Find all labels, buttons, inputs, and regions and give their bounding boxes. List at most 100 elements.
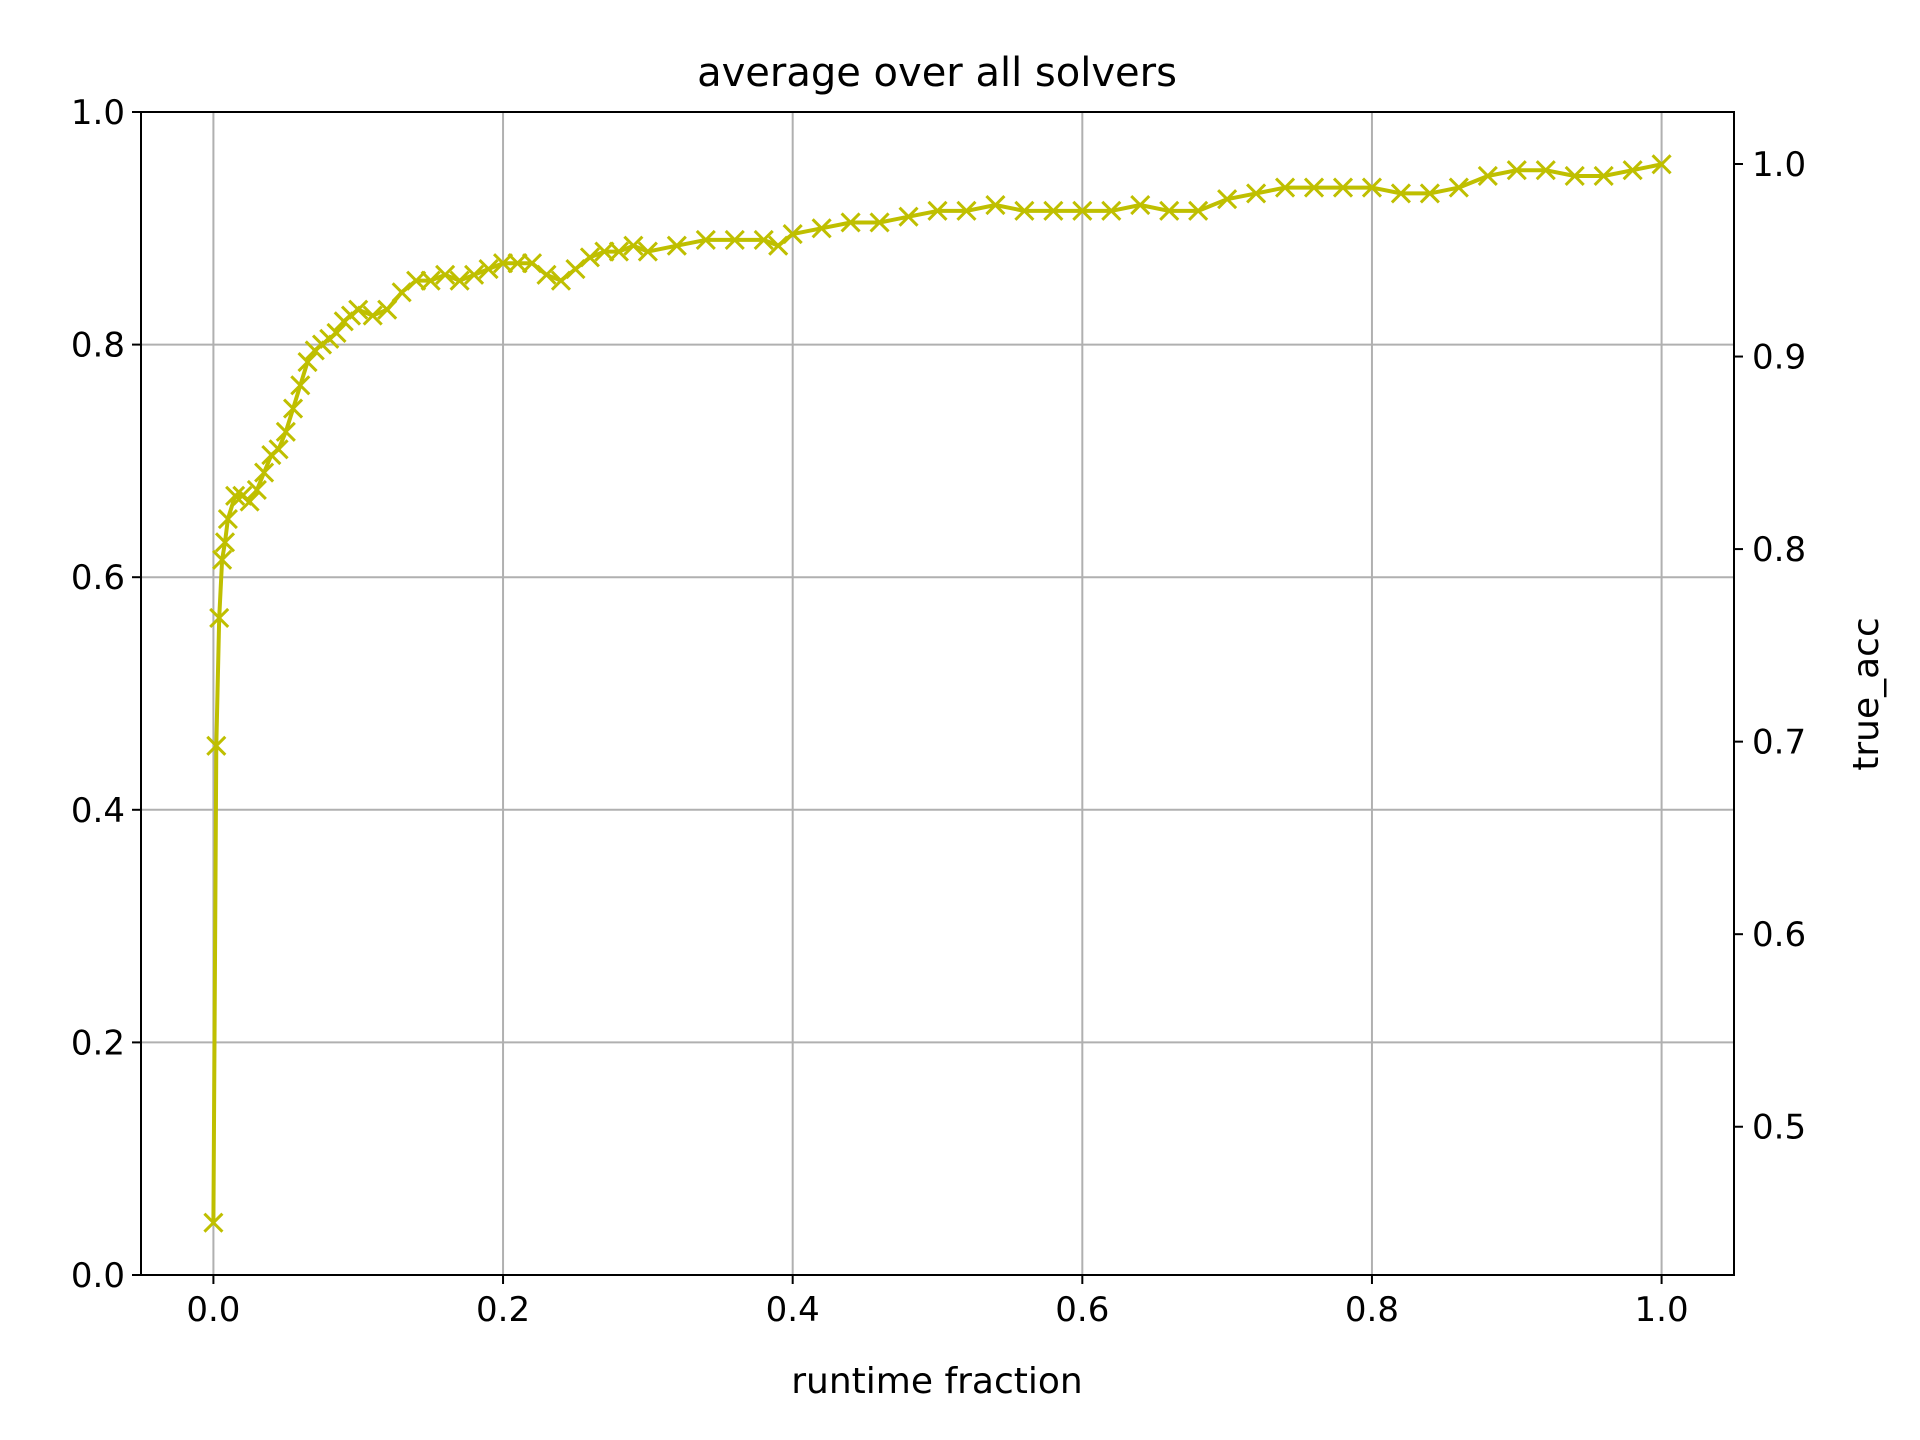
data-point-marker [326,322,347,344]
data-point-marker [1014,200,1035,221]
data-point-marker [695,229,716,250]
right-y-axis-ticks: 0.5 0.6 0.7 0.8 0.9 1.0 [1734,145,1806,1148]
right-y-tick-label: 1.0 [1752,145,1806,185]
data-point-marker [254,462,275,483]
data-point-marker [1217,189,1238,210]
data-point-marker [275,421,296,442]
data-point-marker [406,270,427,291]
data-point-marker [637,241,658,262]
y-tick-label: 0.4 [71,791,125,831]
data-point-marker [1593,165,1614,187]
y-tick-label: 1.0 [71,93,125,133]
data-point-marker [1332,177,1354,198]
right-y-tick-label: 0.5 [1752,1108,1806,1148]
data-point-marker [246,479,267,501]
data-point-marker [1419,183,1440,204]
x-axis-label: runtime fraction [791,1361,1083,1402]
x-tick-label: 1.0 [1635,1290,1689,1330]
data-point-marker [1130,194,1151,216]
right-y-axis-label: true_acc [1846,617,1887,771]
data-point-marker [507,253,528,274]
x-axis-ticks: 0.0 0.2 0.4 0.6 0.8 1.0 [186,1275,1689,1330]
data-point-marker [464,264,485,285]
data-point-marker [348,299,369,320]
data-point-marker [420,270,441,291]
data-point-marker [209,607,230,628]
data-point-marker [1303,177,1325,198]
data-point-marker [521,253,543,274]
data-point-marker [594,241,615,262]
data-point-marker [782,224,803,245]
grid-lines [141,111,1734,1276]
x-tick-label: 0.8 [1345,1290,1399,1330]
right-y-tick-label: 0.8 [1752,530,1806,570]
data-point-marker [362,305,383,326]
chart-title: average over all solvers [697,50,1177,96]
series-layer [203,154,1672,1233]
series-line [211,162,1662,1223]
data-point-marker [724,229,745,250]
data-point-marker [869,212,890,233]
data-point-marker [1043,200,1064,221]
x-tick-label: 0.6 [1055,1290,1109,1330]
data-point-marker [985,194,1006,216]
data-point-marker [1535,160,1556,181]
y-tick-label: 0.0 [71,1256,125,1296]
data-point-marker [1159,200,1180,221]
data-point-marker [214,532,236,553]
data-point-marker [1101,200,1122,221]
x-tick-label: 0.4 [766,1290,820,1330]
data-point-marker [898,206,919,227]
y-axis-ticks: 0.0 0.2 0.4 0.6 0.8 1.0 [71,93,141,1296]
data-point-marker [290,375,311,396]
right-y-tick-label: 0.6 [1752,915,1806,955]
data-point-marker [753,229,774,250]
data-point-marker [1246,183,1267,204]
data-point-marker [1188,200,1209,221]
data-point-marker [377,299,398,320]
right-y-tick-label: 0.7 [1752,723,1806,763]
x-tick-label: 0.2 [476,1290,530,1330]
data-point-marker [1390,183,1411,204]
data-point-marker [203,1212,224,1233]
data-point-marker [608,241,629,262]
data-point-marker [297,351,318,373]
data-point-marker [478,258,499,280]
y-tick-label: 0.8 [71,326,125,366]
data-point-marker [565,258,586,280]
data-point-marker [840,212,861,233]
data-point-marker [1564,165,1585,187]
data-point-marker [212,549,233,570]
data-point-marker [1361,177,1383,198]
data-point-marker [1651,154,1672,175]
y-tick-label: 0.2 [71,1023,125,1063]
y-tick-label: 0.6 [71,558,125,598]
data-point-marker [206,735,227,756]
data-point-marker [1622,160,1643,181]
data-point-marker [579,247,600,268]
data-point-marker [768,235,789,256]
data-point-marker [435,264,456,285]
data-point-marker [449,270,470,291]
data-point-marker [666,235,687,256]
data-point-marker [927,200,948,221]
plot-frame [140,111,1735,1276]
x-tick-label: 0.0 [186,1290,240,1330]
data-point-marker [1072,200,1093,221]
data-point-marker [217,508,238,530]
data-point-marker [536,264,557,285]
right-y-tick-label: 0.9 [1752,338,1806,378]
data-point-marker [239,491,260,512]
data-point-marker [956,200,977,221]
data-point-marker [811,218,832,239]
data-point-marker [1477,165,1498,187]
data-point-marker [391,282,412,303]
data-point-marker [550,270,572,291]
data-point-marker [623,235,644,256]
data-point-marker [1448,177,1469,198]
data-point-marker [492,253,514,274]
data-point-marker [225,485,246,506]
data-point-marker [1506,160,1527,181]
